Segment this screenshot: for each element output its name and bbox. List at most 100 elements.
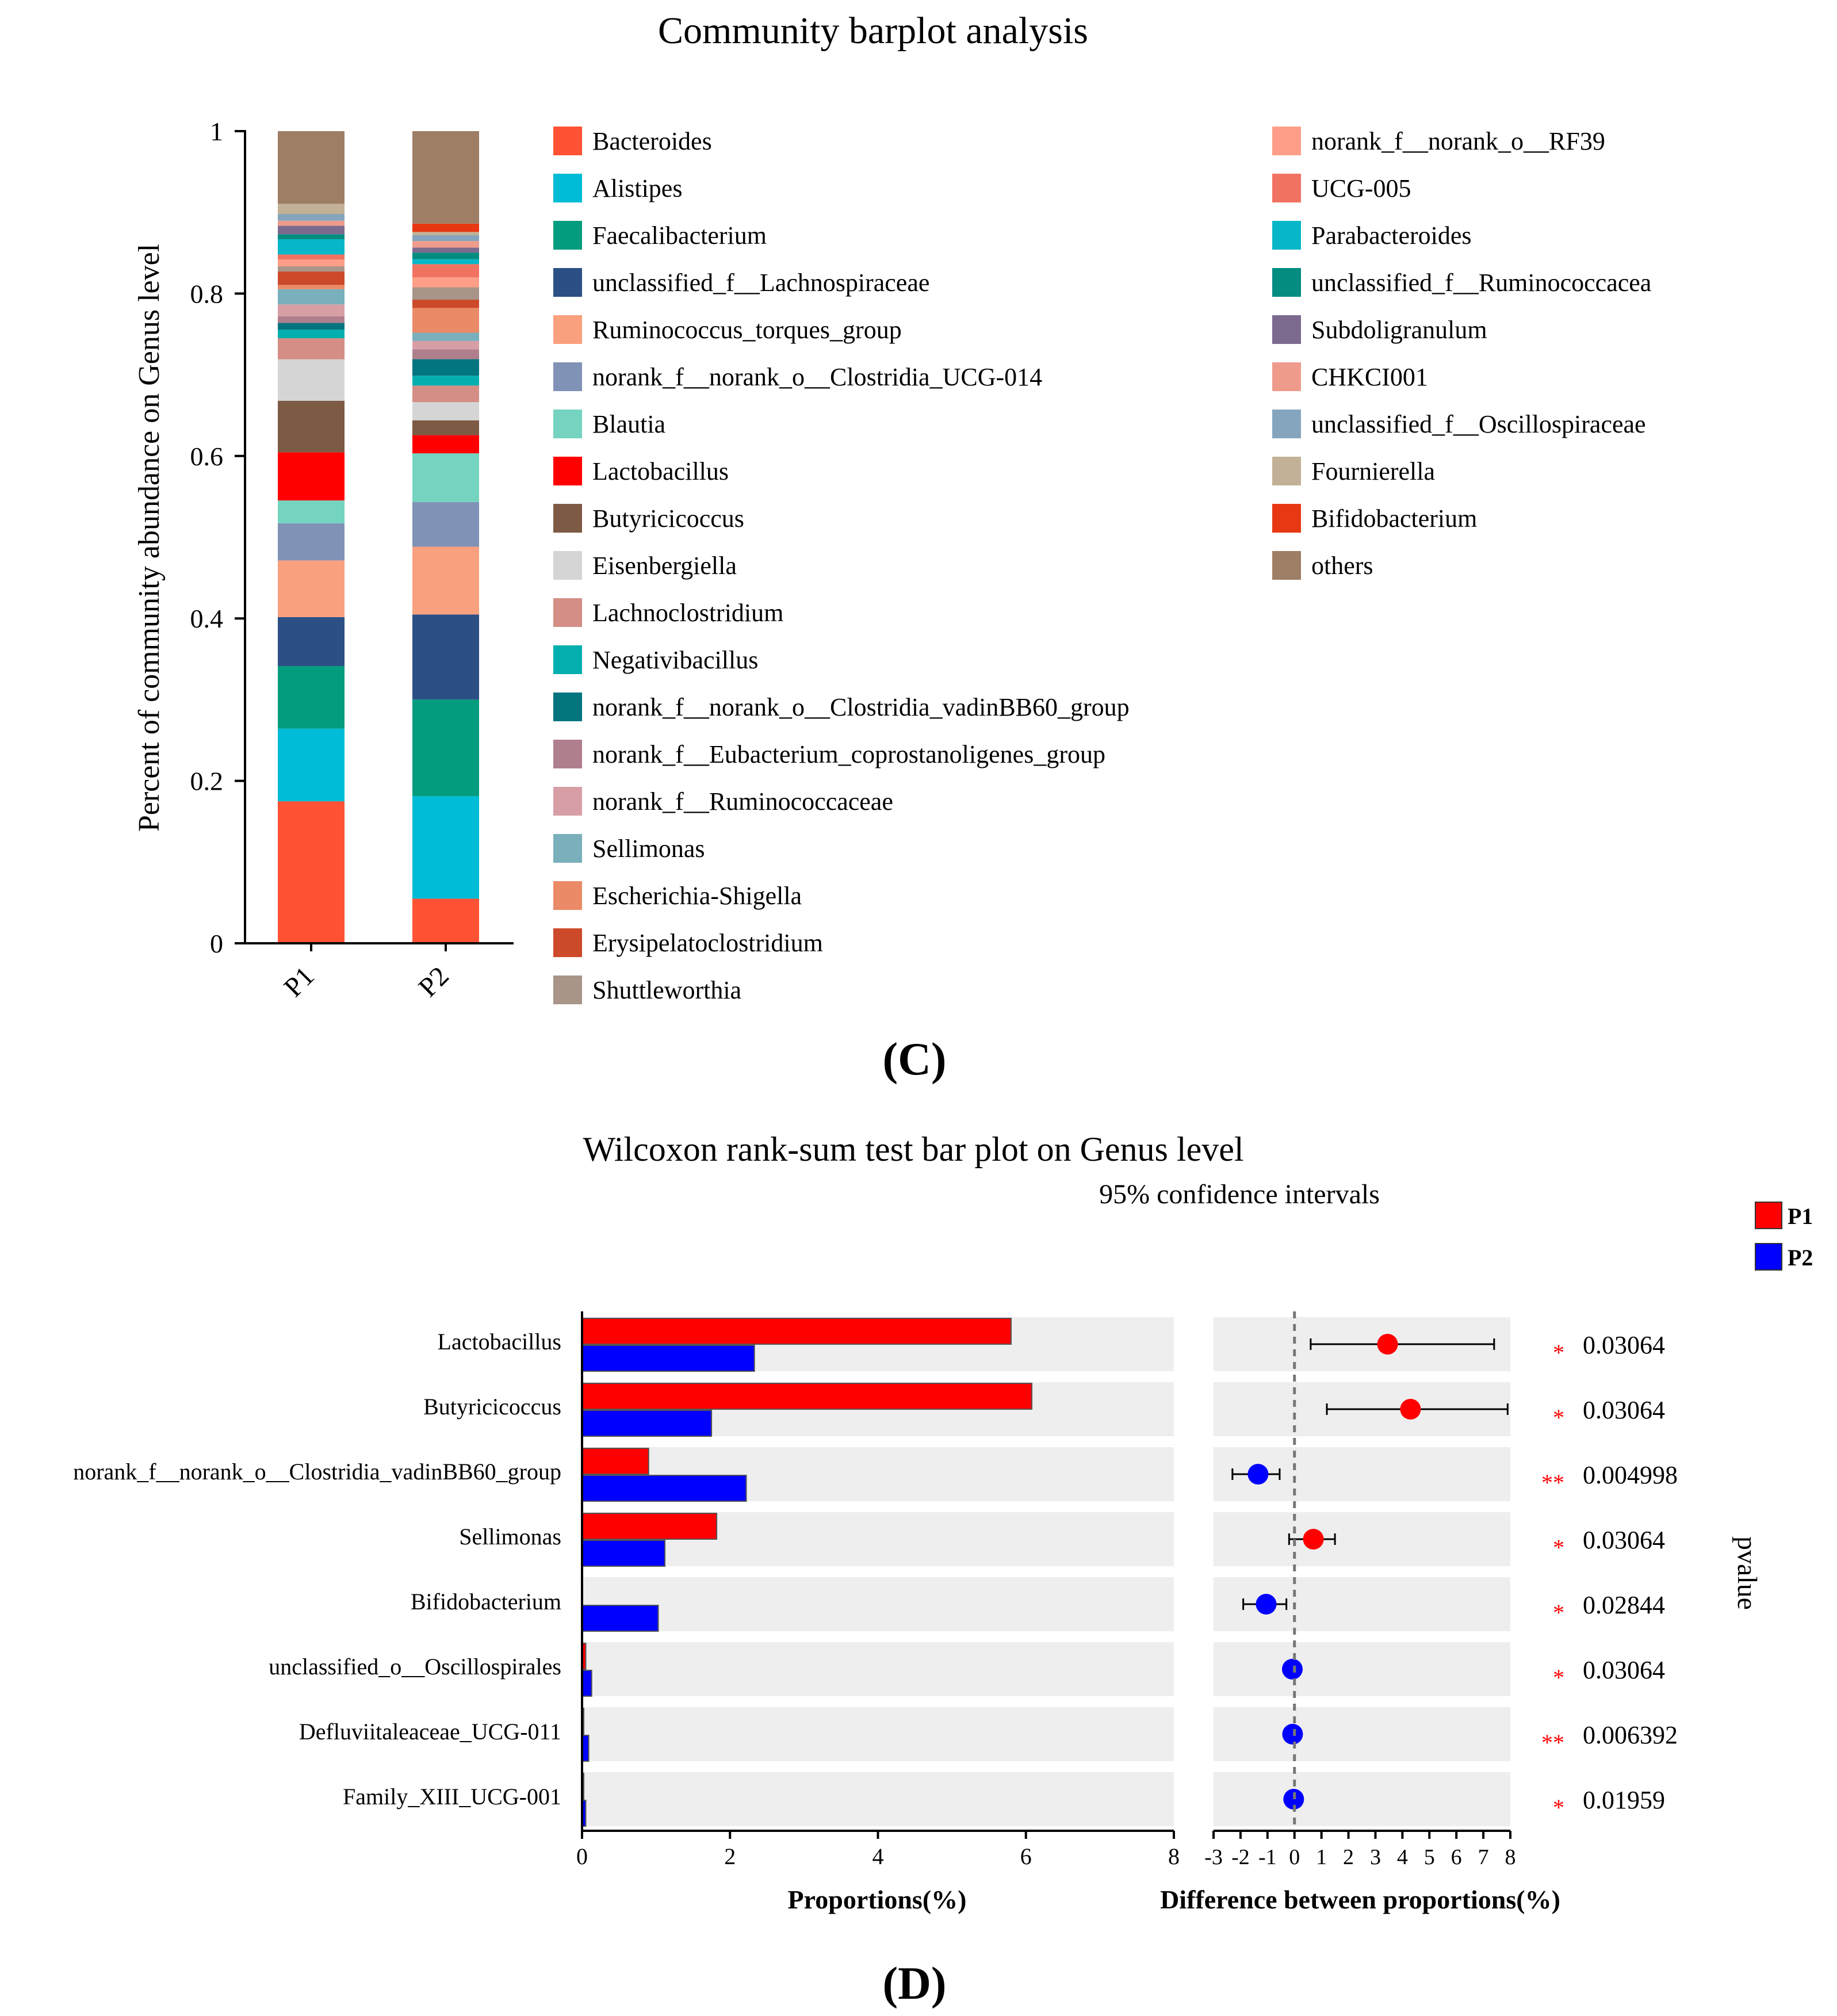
category-label-lactobacillus: Lactobacillus bbox=[438, 1329, 561, 1355]
category-label-unclassified-o-oscillospirales: unclassified_o__Oscillospirales bbox=[269, 1654, 561, 1680]
significance-defluviitaleaceae-ucg-011: ** bbox=[1541, 1730, 1564, 1755]
pvalue-lactobacillus: 0.03064 bbox=[1583, 1331, 1665, 1359]
significance-norank-f-norank-o-clostridia-vadinbb60-group: ** bbox=[1541, 1470, 1564, 1495]
bar-p2-lactobacillus bbox=[581, 1345, 755, 1372]
pvalue-defluviitaleaceae-ucg-011: 0.006392 bbox=[1583, 1721, 1678, 1749]
chart-c-bars bbox=[278, 131, 479, 943]
ci-x-tick-label: 3 bbox=[1370, 1845, 1381, 1869]
chart-c-ylabel: Percent of community abundance on Genus … bbox=[133, 244, 166, 832]
legend-swatch-unclassified-f-oscillospiraceae bbox=[1272, 410, 1301, 438]
legend-label-norank-f-norank-o-rf39: norank_f__norank_o__RF39 bbox=[1311, 127, 1605, 155]
diff-point-unclassified-o-oscillospirales bbox=[1281, 1659, 1303, 1680]
diff-point-norank-f-norank-o-clostridia-vadinbb60-group bbox=[1247, 1464, 1269, 1485]
chart-d-xlabel: Proportions(%) bbox=[788, 1885, 967, 1914]
legend-swatch-lactobacillus bbox=[553, 457, 582, 485]
bar-p2-parabacteroides bbox=[412, 259, 479, 265]
chart-d-ci-xlabel: Difference between proportions(%) bbox=[1160, 1885, 1560, 1914]
ci-x-tick-label: 4 bbox=[1397, 1845, 1408, 1869]
diff-point-sellimonas bbox=[1303, 1529, 1324, 1550]
diff-point-bifidobacterium bbox=[1256, 1594, 1277, 1615]
bar-p2-shuttleworthia bbox=[412, 287, 479, 300]
bar-p2-faecalibacterium bbox=[412, 699, 479, 797]
bar-p1-bacteroides bbox=[278, 801, 345, 943]
legend-label-butyricicoccus: Butyricicoccus bbox=[592, 504, 744, 533]
legend-label-negativibacillus: Negativibacillus bbox=[592, 646, 758, 674]
bar-p2-ruminococcus-torques-group bbox=[412, 546, 479, 615]
community-barplot: Community barplot analysis Percent of co… bbox=[133, 10, 1651, 1085]
ci-x-tick-label: 8 bbox=[1505, 1845, 1516, 1869]
diff-point-defluviitaleaceae-ucg-011 bbox=[1282, 1724, 1303, 1745]
category-label-sellimonas: Sellimonas bbox=[459, 1524, 561, 1550]
legend-swatch-subdoligranulum bbox=[1272, 315, 1301, 344]
bar-p2-norank-f-norank-o-clostridia-vadinbb60-group bbox=[412, 359, 479, 376]
chart-d-legend: P1 P2 bbox=[1755, 1202, 1813, 1271]
x-tick-label: 6 bbox=[1020, 1843, 1032, 1869]
legend-swatch-ucg-005 bbox=[1272, 174, 1301, 202]
legend-swatch-norank-f-eubacterium-coprostanoligenes-group bbox=[553, 740, 582, 768]
bar-p2-butyricicoccus bbox=[412, 420, 479, 435]
legend-label-eisenbergiella: Eisenbergiella bbox=[592, 552, 737, 580]
bar-p1-norank-f-norank-o-rf39 bbox=[278, 259, 345, 267]
legend-swatch-lachnoclostridium bbox=[553, 598, 582, 627]
legend-label-parabacteroides: Parabacteroides bbox=[1311, 221, 1472, 250]
bar-p2-chkci001 bbox=[412, 241, 479, 248]
bar-p2-unclassified-f-ruminococcacea bbox=[412, 253, 479, 259]
legend-label-lachnoclostridium: Lachnoclostridium bbox=[592, 599, 783, 627]
bar-p1-faecalibacterium bbox=[278, 666, 345, 729]
pvalue-norank-f-norank-o-clostridia-vadinbb60-group: 0.004998 bbox=[1583, 1461, 1678, 1489]
bar-p2-unclassified-f-oscillospiraceae bbox=[412, 235, 479, 242]
chart-d-pvalue-label: pvalue bbox=[1732, 1536, 1762, 1610]
bar-p2-bacteroides bbox=[412, 898, 479, 943]
legend-swatch-eisenbergiella bbox=[553, 551, 582, 580]
legend-label-shuttleworthia: Shuttleworthia bbox=[592, 976, 741, 1004]
bar-p1-eisenbergiella bbox=[278, 359, 345, 401]
significance-sellimonas: * bbox=[1553, 1535, 1564, 1560]
bar-p1-chkci001 bbox=[278, 220, 345, 226]
bar-p1-norank-f-eubacterium-coprostanoligenes-group bbox=[278, 316, 345, 323]
bar-p1-butyricicoccus bbox=[581, 1383, 1033, 1410]
bar-p1-sellimonas bbox=[278, 289, 345, 305]
bar-p1-shuttleworthia bbox=[278, 266, 345, 271]
chart-c-axis: P1 P2 0 0.2 0.4 0.6 0.8 1 bbox=[190, 117, 514, 1003]
y-tick-label: 0 bbox=[210, 929, 223, 958]
legend-swatch-others bbox=[1272, 551, 1301, 580]
legend-swatch-norank-f-norank-o-rf39 bbox=[1272, 127, 1301, 155]
legend-swatch-blautia bbox=[553, 410, 582, 438]
legend-swatch-unclassified-f-lachnospiraceae bbox=[553, 268, 582, 297]
bar-p1-unclassified-f-lachnospiraceae bbox=[278, 617, 345, 667]
bar-p1-subdoligranulum bbox=[278, 225, 345, 235]
ci-row-bg-unclassified-o-oscillospirales bbox=[1214, 1642, 1510, 1696]
significance-bifidobacterium: * bbox=[1553, 1600, 1564, 1625]
row-bg-family-xiii-ucg-001 bbox=[582, 1772, 1174, 1826]
ci-x-tick-label: 0 bbox=[1289, 1845, 1300, 1869]
legend-swatch-escherichia-shigella bbox=[553, 881, 582, 910]
legend-swatch-sellimonas bbox=[553, 834, 582, 863]
legend-swatch-p2 bbox=[1755, 1243, 1782, 1271]
legend-label-faecalibacterium: Faecalibacterium bbox=[592, 221, 767, 250]
significance-lactobacillus: * bbox=[1553, 1340, 1564, 1365]
bar-p2-escherichia-shigella bbox=[412, 308, 479, 333]
legend-label-norank-f-norank-o-clostridia-ucg-014: norank_f__norank_o__Clostridia_UCG-014 bbox=[592, 363, 1042, 391]
bar-p1-ruminococcus-torques-group bbox=[278, 560, 345, 617]
legend-label-bacteroides: Bacteroides bbox=[592, 127, 712, 155]
ci-x-tick-label: -1 bbox=[1258, 1845, 1277, 1869]
legend-swatch-negativibacillus bbox=[553, 645, 582, 674]
bar-p1-unclassified-f-oscillospiraceae bbox=[278, 213, 345, 221]
bar-p2-norank-f-norank-o-clostridia-ucg-014 bbox=[412, 502, 479, 547]
legend-swatch-fournierella bbox=[1272, 457, 1301, 485]
ci-x-tick-label: -3 bbox=[1204, 1845, 1223, 1869]
legend-label-alistipes: Alistipes bbox=[592, 174, 682, 202]
legend-label-chkci001: CHKCI001 bbox=[1311, 363, 1428, 391]
diff-point-butyricicoccus bbox=[1400, 1399, 1421, 1420]
legend-label-sellimonas: Sellimonas bbox=[592, 835, 705, 863]
bar-p1-others bbox=[278, 131, 345, 204]
x-tick-label: 4 bbox=[872, 1843, 884, 1869]
bar-p1-norank-f-ruminococcaceae bbox=[278, 304, 345, 316]
bar-p2-subdoligranulum bbox=[412, 247, 479, 253]
bar-p2-lactobacillus bbox=[412, 435, 479, 454]
bar-p1-lactobacillus bbox=[581, 1318, 1012, 1345]
bar-p2-norank-f-eubacterium-coprostanoligenes-group bbox=[412, 349, 479, 359]
legend-label-norank-f-ruminococcaceae: norank_f__Ruminococcaceae bbox=[592, 787, 893, 816]
bar-p2-sellimonas bbox=[581, 1540, 666, 1567]
